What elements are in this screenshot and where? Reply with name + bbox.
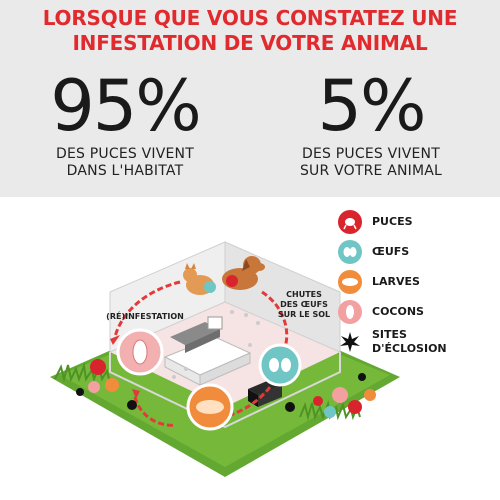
legend-item-larvae: LARVES [338,270,420,294]
stat-habitat-value: 95% [50,65,202,147]
falling-eggs-label: CHUTES DES ŒUFS SUR LE SOL [277,290,331,319]
legend-label-cocoons: COCONS [372,305,424,318]
stat-habitat-line-2: DANS L'HABITAT [66,163,184,179]
flea-icon [338,210,362,234]
reinfestation-label: (RÉ)INFESTATION [106,312,184,321]
egg-icon [338,240,362,264]
headline-line-2: INFESTATION DE VOTRE ANIMAL [72,31,428,55]
cycle-cocoon [116,328,164,376]
legend-item-hatching-sites: SITES D'ÉCLOSION [338,328,447,356]
legend-label-fleas: PUCES [372,215,413,228]
hatching-site-icon [338,330,362,354]
cycle-larva [186,383,234,431]
grass-badges [88,359,376,418]
stat-animal-line-2: SUR VOTRE ANIMAL [299,163,443,179]
dog [222,256,265,290]
headline: LORSQUE QUE VOUS CONSTATEZ UNE INFESTATI… [0,6,500,56]
cycle-eggs [258,343,302,387]
top-band: LORSQUE QUE VOUS CONSTATEZ UNE INFESTATI… [0,0,500,197]
cocoon-icon [338,300,362,324]
hatching-sites [76,373,366,412]
cat [183,263,216,295]
legend-item-cocoons: COCONS [338,300,424,324]
legend-label-eggs: ŒUFS [372,245,410,258]
stat-animal: 5% DES PUCES VIVENT SUR VOTRE ANIMAL [246,66,496,180]
legend-item-eggs: ŒUFS [338,240,409,264]
stat-animal-value: 5% [317,65,426,147]
headline-line-1: LORSQUE QUE VOUS CONSTATEZ UNE [42,6,458,30]
stat-habitat: 95% DES PUCES VIVENT DANS L'HABITAT [0,66,250,180]
legend-label-hatching-sites: SITES D'ÉCLOSION [372,328,447,355]
stat-animal-line-1: DES PUCES VIVENT [302,146,440,162]
legend-label-larvae: LARVES [372,275,420,288]
larva-icon [338,270,362,294]
house-infestation-illustration [50,241,400,477]
legend-item-fleas: PUCES [338,210,413,234]
stat-habitat-line-1: DES PUCES VIVENT [56,146,194,162]
